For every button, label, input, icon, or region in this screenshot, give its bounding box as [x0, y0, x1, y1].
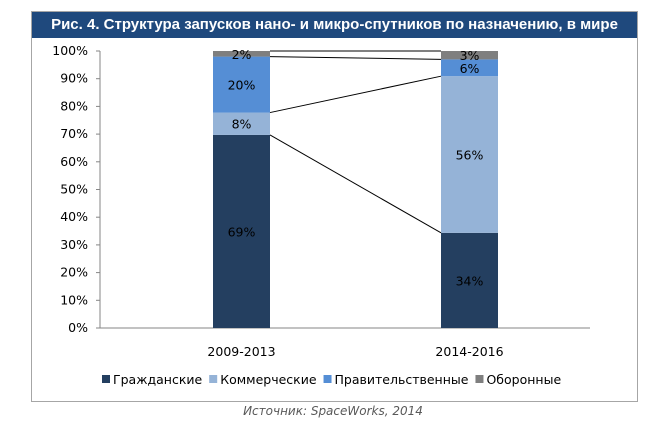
data-label: 56% — [456, 148, 484, 163]
legend-label: Оборонные — [486, 372, 561, 387]
bar-segment — [441, 232, 498, 328]
data-label: 3% — [460, 48, 480, 63]
bar-segment — [441, 59, 498, 77]
y-tick-label: 30% — [60, 237, 88, 252]
chart-frame — [31, 11, 638, 402]
legend-label: Правительственные — [335, 372, 469, 387]
series-line — [269, 56, 442, 60]
legend-swatch — [475, 375, 484, 383]
series-line — [269, 75, 442, 114]
legend-swatch — [209, 375, 218, 383]
y-tick-label: 90% — [60, 71, 88, 86]
series-line — [269, 134, 442, 234]
stacked-bar-chart: 0% 10% 20% 30% 40% 50% 60% 70% 80% 90% 100% 69% 8% 20… — [52, 43, 590, 387]
legend-label: Гражданские — [113, 372, 203, 387]
y-tick-label: 40% — [60, 209, 88, 224]
y-tick-label: 100% — [52, 43, 88, 58]
data-label: 20% — [228, 78, 256, 93]
legend-label: Коммерческие — [220, 372, 317, 387]
y-tick-label: 60% — [60, 154, 88, 169]
y-tick-label: 80% — [60, 98, 88, 113]
chart-title: Рис. 4. Структура запусков нано- и микро… — [32, 12, 637, 38]
legend-swatch — [323, 375, 332, 383]
data-label: 8% — [232, 117, 252, 132]
bar-segment — [441, 51, 498, 60]
data-label: 34% — [456, 273, 484, 288]
bar-segment — [441, 76, 498, 233]
data-label: 69% — [228, 224, 256, 239]
data-label: 6% — [460, 61, 480, 76]
source-note: Источник: SpaceWorks, 2014 — [243, 404, 423, 418]
data-label: 2% — [232, 47, 252, 62]
y-tick-label: 0% — [68, 320, 88, 335]
x-tick-label: 2014-2016 — [435, 344, 503, 359]
bar-segment — [213, 112, 270, 135]
x-tick-label: 2009-2013 — [207, 344, 275, 359]
y-tick-label: 20% — [60, 265, 88, 280]
bar-segment — [213, 51, 270, 57]
bar-segment — [213, 134, 270, 328]
y-tick-label: 50% — [60, 182, 88, 197]
y-tick-label: 10% — [60, 292, 88, 307]
y-tick-label: 70% — [60, 126, 88, 141]
legend-swatch — [102, 375, 110, 383]
bar-segment — [213, 56, 270, 113]
